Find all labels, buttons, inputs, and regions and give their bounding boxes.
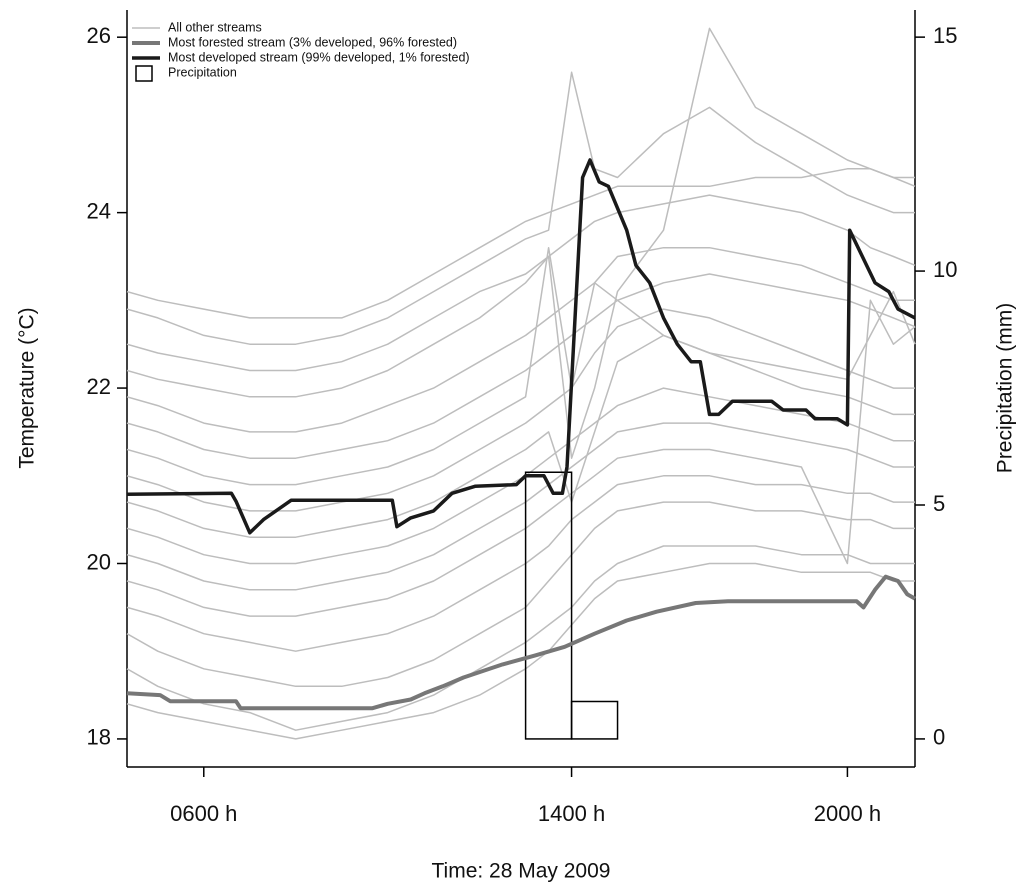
other-stream-line [126,273,916,459]
other-stream-line [126,246,915,433]
y2-tick-label: 0 [933,725,945,750]
y2-axis-label: Precipitation (mm) [994,303,1017,473]
series-line [126,574,916,711]
legend-label: Most developed stream (99% developed, 1%… [168,50,470,64]
precipitation-bar [524,471,573,740]
other-stream-line [126,334,915,538]
other-stream-line [126,545,915,731]
y2-tick-label: 10 [933,257,957,282]
series-line [126,158,916,535]
other-stream-line [126,168,915,319]
legend-label: All other streams [168,20,262,34]
other-stream-line [126,71,915,345]
y-tick-label: 24 [87,198,111,223]
other-stream-line [126,308,915,512]
other-stream-line [126,501,915,688]
legend-label: Most forested stream (3% developed, 96% … [168,35,457,49]
legend-swatch [135,65,153,82]
other-stream-line [126,27,916,459]
y2-tick-label: 5 [933,491,945,516]
other-stream-line [126,422,915,591]
other-stream-line [126,299,916,617]
x-tick-label: 1400 h [538,801,605,826]
other-stream-line [126,246,916,486]
x-axis-label: Time: 28 May 2009 [432,860,611,883]
other-stream-line [126,475,915,652]
y2-tick-label: 15 [933,23,957,48]
y-tick-label: 22 [87,374,111,399]
x-tick-label: 0600 h [170,801,237,826]
other-stream-line [126,194,916,372]
other-stream-line [126,387,915,565]
y-tick-label: 26 [87,23,111,48]
y-tick-label: 18 [87,725,111,750]
legend-label: Precipitation [168,65,237,79]
y-tick-label: 20 [87,549,111,574]
other-stream-line [126,562,915,740]
precipitation-bar [570,700,619,740]
y-axis-label: Temperature (°C) [16,307,39,468]
x-tick-label: 2000 h [814,801,881,826]
